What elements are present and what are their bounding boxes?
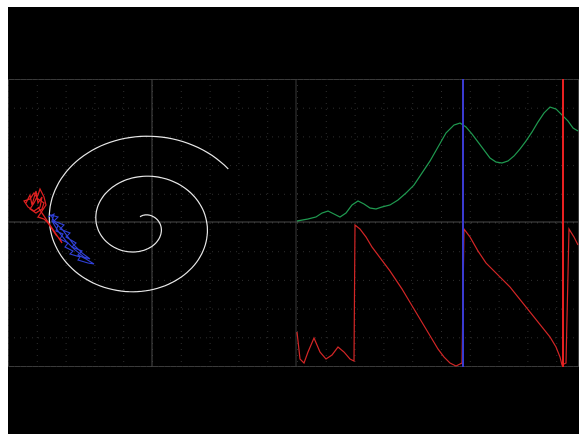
red-trace <box>296 223 579 367</box>
phase-red-scribble <box>23 187 63 244</box>
oscilloscope-window <box>8 7 579 434</box>
phase-spiral-trace <box>48 135 229 293</box>
phase-blue-scribble <box>47 212 95 265</box>
plot-frame <box>8 79 579 367</box>
oscilloscope-display <box>8 79 579 367</box>
green-trace <box>296 106 579 222</box>
phase-plot-grid <box>8 79 291 367</box>
time-plot-grid <box>297 79 574 367</box>
